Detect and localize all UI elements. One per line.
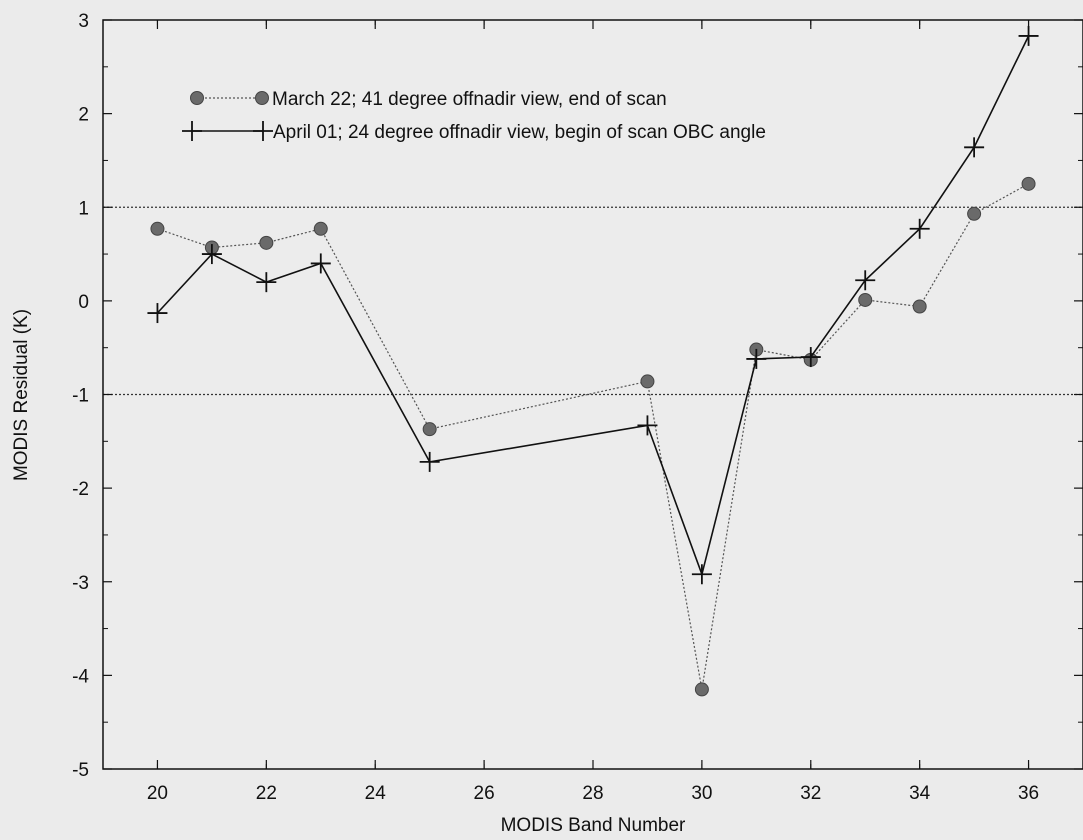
data-point [422, 422, 437, 437]
data-point [800, 347, 821, 368]
x-axis-ticks: 20 22 24 26 28 30 32 34 36 [147, 20, 1039, 804]
data-point [313, 221, 328, 236]
y-tick-label: 3 [78, 11, 89, 32]
y-tick-label: -5 [72, 760, 89, 781]
legend-label: April 01; 24 degree offnadir view, begin… [273, 122, 766, 143]
x-tick-label: 30 [691, 783, 712, 804]
data-point [855, 270, 876, 291]
data-point [310, 253, 331, 274]
y-tick-label: 2 [78, 105, 89, 126]
series-layer [147, 25, 1039, 697]
legend-item-2: April 01; 24 degree offnadir view, begin… [182, 121, 766, 143]
data-point [964, 137, 985, 158]
legend-marker [182, 121, 202, 141]
series-2 [147, 25, 1039, 585]
legend: March 22; 41 degree offnadir view, end o… [182, 89, 766, 143]
data-point [1018, 25, 1039, 46]
data-point [259, 235, 274, 250]
legend-marker [255, 91, 269, 105]
x-tick-label: 32 [800, 783, 821, 804]
x-tick-label: 24 [365, 783, 387, 804]
y-tick-label: -4 [72, 666, 89, 687]
x-tick-label: 28 [582, 783, 603, 804]
data-point [150, 221, 165, 236]
data-point [419, 451, 440, 472]
data-point [640, 374, 655, 389]
data-point [967, 206, 982, 221]
data-point [201, 244, 222, 265]
x-tick-label: 26 [474, 783, 495, 804]
reference-lines [103, 206, 1083, 396]
data-point [1021, 176, 1036, 191]
data-point [858, 292, 873, 307]
x-tick-label: 22 [256, 783, 277, 804]
y-tick-label: 0 [78, 292, 89, 313]
data-point [637, 415, 658, 436]
legend-marker [190, 91, 204, 105]
data-point [691, 564, 712, 585]
x-axis-title: MODIS Band Number [501, 815, 686, 836]
y-axis-title: MODIS Residual (K) [11, 309, 32, 481]
data-point [912, 299, 927, 314]
data-point [909, 218, 930, 239]
data-point [256, 272, 277, 293]
data-point [694, 682, 709, 697]
y-axis-ticks: -5 -4 -3 -2 -1 0 1 2 3 [72, 11, 1083, 781]
x-tick-label: 20 [147, 783, 168, 804]
y-tick-label: 1 [78, 198, 89, 219]
legend-item-1: March 22; 41 degree offnadir view, end o… [190, 89, 667, 110]
y-tick-label: -3 [72, 573, 89, 594]
x-tick-label: 34 [909, 783, 931, 804]
legend-marker [253, 121, 273, 141]
data-point [147, 303, 168, 324]
x-tick-label: 36 [1018, 783, 1039, 804]
data-point [746, 348, 767, 369]
legend-label: March 22; 41 degree offnadir view, end o… [272, 89, 667, 110]
y-tick-label: -1 [72, 386, 89, 407]
series-1 [150, 176, 1036, 697]
y-tick-label: -2 [72, 479, 89, 500]
